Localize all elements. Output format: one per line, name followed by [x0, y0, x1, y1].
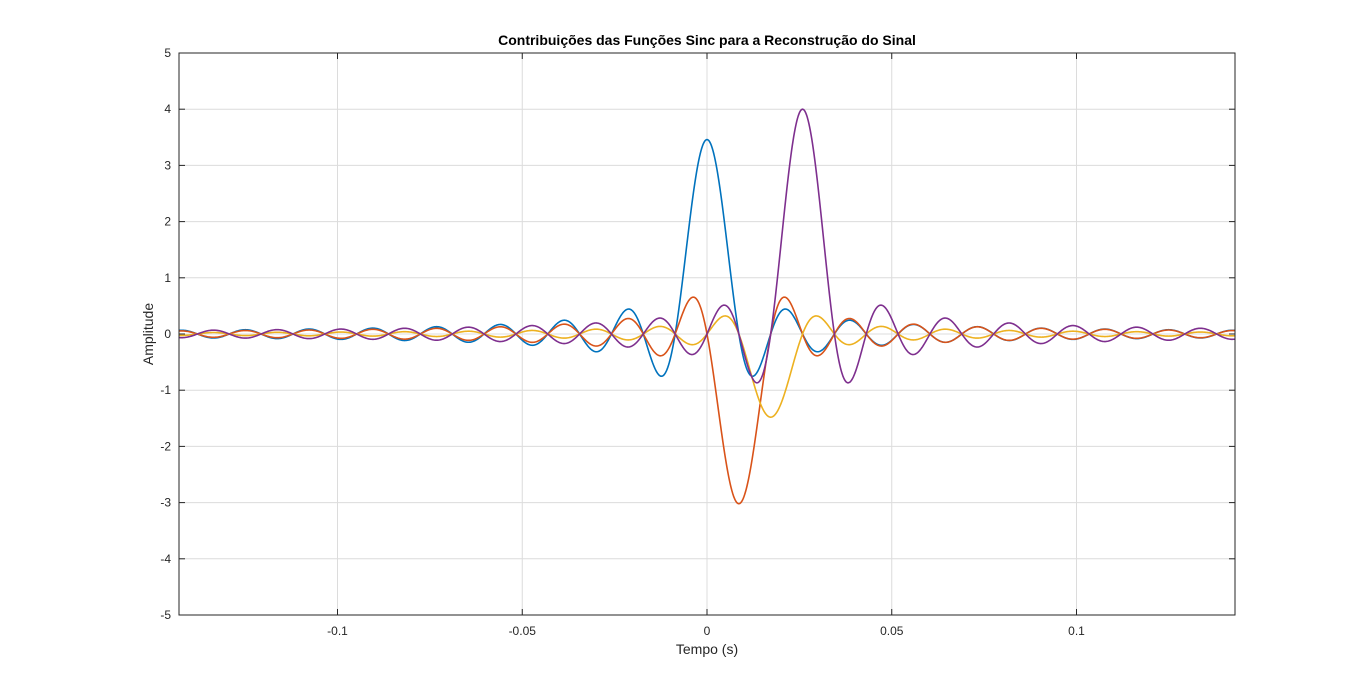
x-tick-label: -0.05: [509, 624, 537, 638]
y-tick-label: 3: [164, 158, 171, 172]
y-tick-label: -5: [160, 608, 171, 622]
y-tick-label: 5: [164, 46, 171, 60]
x-tick-label: 0.05: [880, 624, 904, 638]
y-axis-label: Amplitude: [140, 303, 156, 365]
y-tick-label: -2: [160, 439, 171, 453]
chart-title: Contribuições das Funções Sinc para a Re…: [498, 32, 916, 48]
y-tick-label: 2: [164, 215, 171, 229]
x-tick-label: -0.1: [327, 624, 348, 638]
y-tick-label: -4: [160, 552, 171, 566]
y-tick-label: -3: [160, 496, 171, 510]
y-tick-label: 0: [164, 327, 171, 341]
x-tick-label: 0.1: [1068, 624, 1085, 638]
series-group: [179, 108, 1235, 505]
x-tick-label: 0: [704, 624, 711, 638]
series-line-4: [179, 108, 1235, 384]
ticks: -0.1 -0.05 0 0.05 0.1 -5 -4 -3 -2 -1 0 1 2 3 4 5: [160, 46, 1235, 638]
y-tick-label: 1: [164, 271, 171, 285]
y-tick-label: -1: [160, 383, 171, 397]
x-axis-label: Tempo (s): [676, 641, 738, 657]
y-tick-label: 4: [164, 102, 171, 116]
grid: [179, 53, 1235, 615]
